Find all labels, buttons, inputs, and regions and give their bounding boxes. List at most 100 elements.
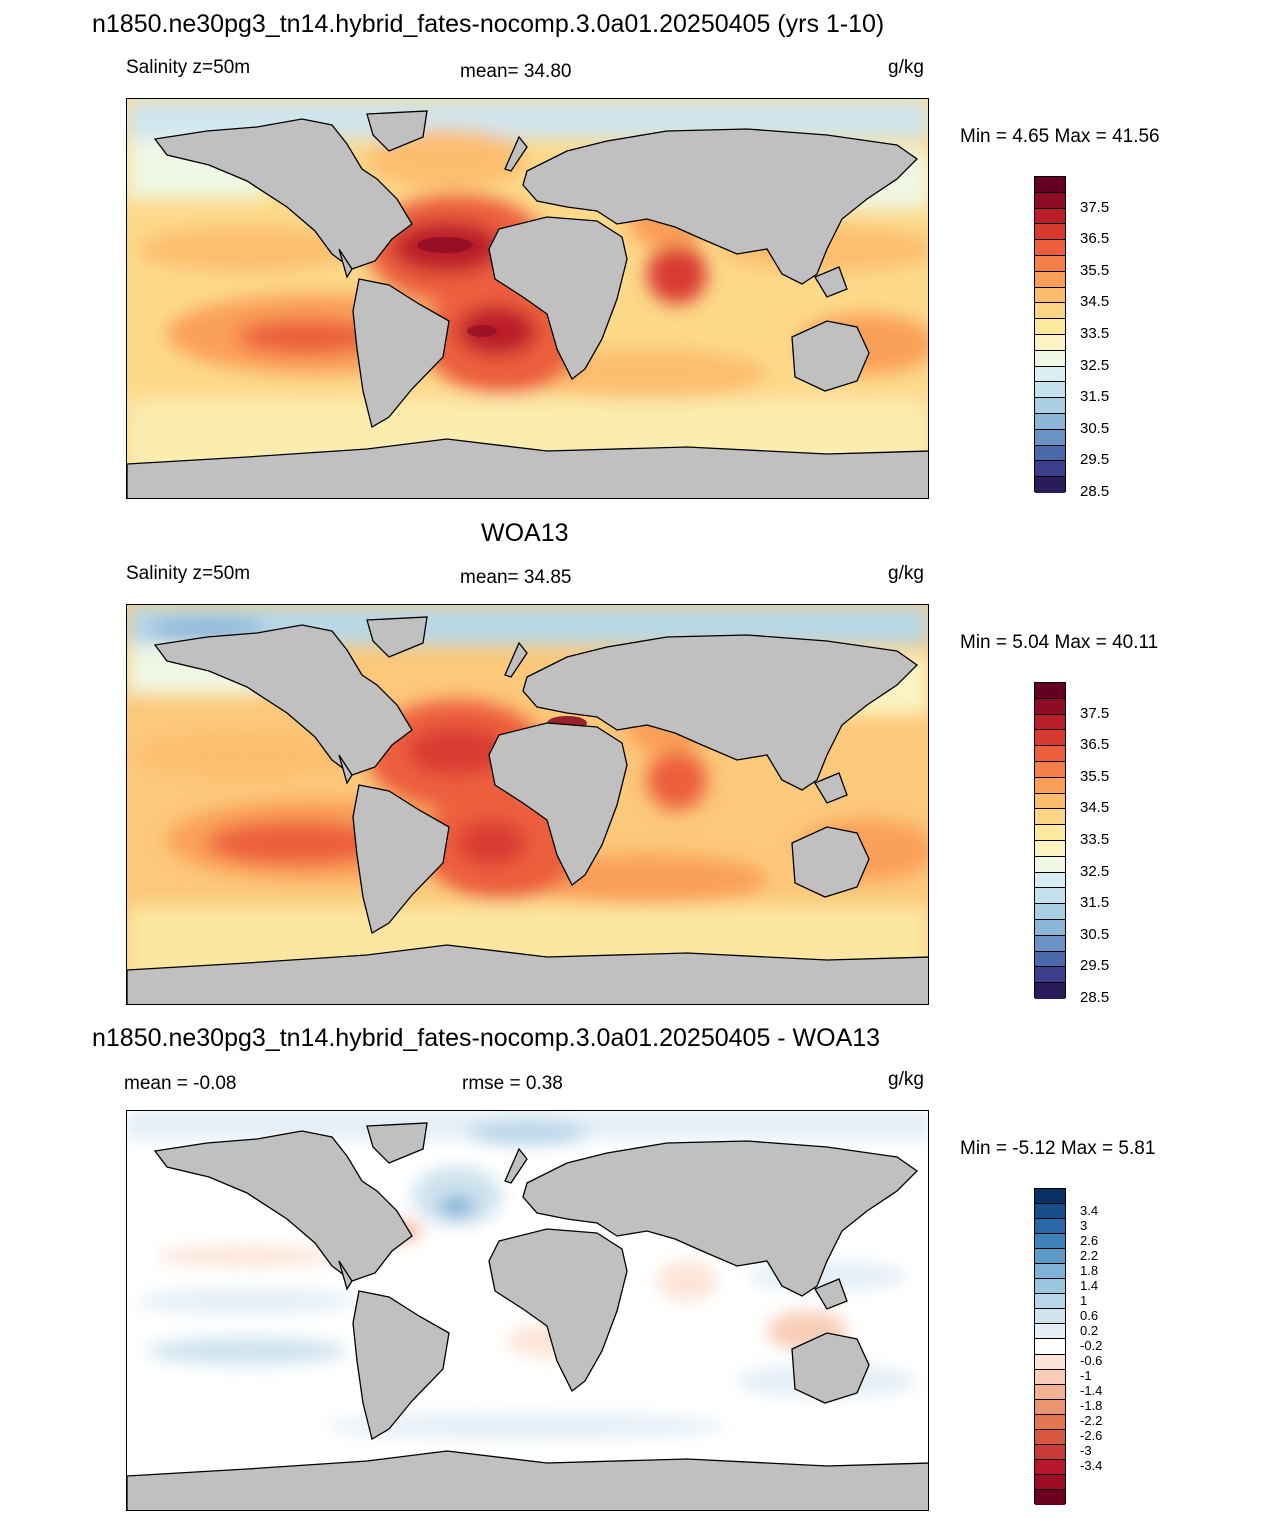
colorbar-swatch: [1035, 1414, 1065, 1430]
panel-2-title: WOA13: [481, 519, 569, 547]
colorbar-label: -1.8: [1080, 1398, 1103, 1414]
colorbar-label: -2.2: [1080, 1413, 1103, 1429]
colorbar-swatch: [1035, 1384, 1065, 1400]
panel-1-colorbar: [1034, 176, 1066, 493]
colorbar-label: 32.5: [1080, 862, 1110, 880]
colorbar-label: -1: [1080, 1368, 1092, 1384]
colorbar-label: -0.2: [1080, 1338, 1103, 1353]
colorbar-label: 34.5: [1080, 293, 1110, 311]
panel-3-minmax: Min = -5.12 Max = 5.81: [960, 1138, 1156, 1159]
panel-2-variable-label: Salinity z=50m: [126, 563, 251, 584]
panel-3-units: g/kg: [888, 1069, 924, 1090]
colorbar-swatch: [1035, 1489, 1065, 1505]
colorbar-swatch: [1035, 271, 1065, 288]
colorbar-swatch: [1035, 967, 1065, 984]
colorbar-label: -0.6: [1080, 1353, 1103, 1369]
colorbar-label: 36.5: [1080, 230, 1110, 248]
colorbar-swatch: [1035, 177, 1065, 193]
colorbar-swatch: [1035, 683, 1065, 699]
colorbar-swatch: [1035, 287, 1065, 304]
colorbar-label: 1: [1080, 1292, 1088, 1308]
colorbar-swatch: [1035, 429, 1065, 446]
colorbar-swatch: [1035, 1429, 1065, 1445]
colorbar-swatch: [1035, 951, 1065, 968]
panel-1-title: n1850.ne30pg3_tn14.hybrid_fates-nocomp.3…: [92, 10, 885, 38]
colorbar-swatch: [1035, 366, 1065, 383]
colorbar-swatch: [1035, 856, 1065, 873]
colorbar-label: 35.5: [1080, 767, 1110, 785]
colorbar-swatch: [1035, 793, 1065, 810]
colorbar-swatch: [1035, 224, 1065, 241]
panel-3-map: [126, 1110, 929, 1511]
colorbar-swatch: [1035, 983, 1065, 999]
colorbar-label: 29.5: [1080, 451, 1110, 469]
colorbar-label: 3.4: [1080, 1202, 1099, 1218]
colorbar-swatch: [1035, 461, 1065, 478]
colorbar-label: 37.5: [1080, 704, 1110, 722]
colorbar-label: 30.5: [1080, 925, 1110, 943]
panel-3-colorbar: [1034, 1188, 1066, 1505]
colorbar-label: 2.2: [1080, 1247, 1099, 1263]
colorbar-swatch: [1035, 319, 1065, 335]
colorbar-swatch: [1035, 1234, 1065, 1250]
colorbar-label: 32.5: [1080, 356, 1110, 374]
colorbar-label: 33.5: [1080, 325, 1110, 342]
colorbar-swatch: [1035, 698, 1065, 715]
colorbar-label: 30.5: [1080, 419, 1110, 437]
colorbar-swatch: [1035, 746, 1065, 762]
colorbar-swatch: [1035, 935, 1065, 952]
panel-1-map-svg: [127, 99, 928, 498]
colorbar-swatch: [1035, 904, 1065, 920]
colorbar-label: 28.5: [1080, 483, 1110, 500]
colorbar-label: 1.8: [1080, 1262, 1099, 1278]
colorbar-swatch: [1035, 919, 1065, 936]
panel-2-units: g/kg: [888, 563, 924, 584]
colorbar-label: 0.2: [1080, 1322, 1099, 1338]
colorbar-swatch: [1035, 872, 1065, 889]
colorbar-swatch: [1035, 714, 1065, 731]
colorbar-swatch: [1035, 1189, 1065, 1205]
colorbar-swatch: [1035, 192, 1065, 209]
colorbar-label: 35.5: [1080, 261, 1110, 279]
colorbar-label: -3: [1080, 1443, 1092, 1459]
colorbar-swatch: [1035, 1219, 1065, 1235]
panel-3-title: n1850.ne30pg3_tn14.hybrid_fates-nocomp.3…: [92, 1024, 881, 1052]
colorbar-swatch: [1035, 1459, 1065, 1475]
colorbar-label: 36.5: [1080, 736, 1110, 754]
colorbar-label: -3.4: [1080, 1458, 1103, 1474]
colorbar-label: 29.5: [1080, 957, 1110, 975]
panel-2-minmax: Min = 5.04 Max = 40.11: [960, 632, 1159, 653]
panel-2-colorbar: [1034, 682, 1066, 999]
panel-3-rmse: rmse = 0.38: [462, 1073, 563, 1094]
colorbar-label: 3: [1080, 1217, 1088, 1233]
colorbar-swatch: [1035, 1324, 1065, 1340]
colorbar-swatch: [1035, 1339, 1065, 1355]
panel-2-map: [126, 604, 929, 1005]
colorbar-swatch: [1035, 1204, 1065, 1220]
continents: [127, 1122, 928, 1510]
colorbar-label: 34.5: [1080, 799, 1110, 817]
colorbar-swatch: [1035, 350, 1065, 367]
colorbar-swatch: [1035, 255, 1065, 272]
panel-1-mean: mean= 34.80: [460, 61, 572, 82]
colorbar-swatch: [1035, 477, 1065, 493]
colorbar-label: -2.6: [1080, 1428, 1103, 1444]
colorbar-label: 31.5: [1080, 388, 1110, 406]
colorbar-label: 37.5: [1080, 198, 1110, 216]
colorbar-swatch: [1035, 1249, 1065, 1265]
colorbar-label: -1.4: [1080, 1383, 1103, 1399]
colorbar-label: 1.4: [1080, 1277, 1099, 1293]
colorbar-swatch: [1035, 1279, 1065, 1295]
colorbar-swatch: [1035, 840, 1065, 857]
colorbar-swatch: [1035, 1444, 1065, 1460]
colorbar-swatch: [1035, 1294, 1065, 1310]
colorbar-label: 31.5: [1080, 894, 1110, 912]
colorbar-swatch: [1035, 334, 1065, 351]
continents: [127, 110, 928, 498]
colorbar-label: 28.5: [1080, 989, 1110, 1006]
colorbar-swatch: [1035, 1474, 1065, 1490]
colorbar-swatch: [1035, 382, 1065, 399]
continents: [127, 616, 928, 1004]
colorbar-swatch: [1035, 398, 1065, 414]
colorbar-swatch: [1035, 777, 1065, 794]
